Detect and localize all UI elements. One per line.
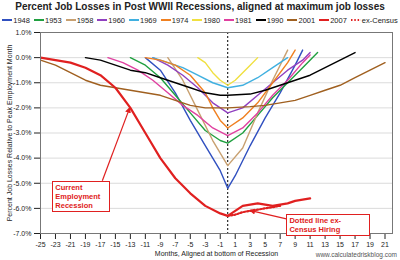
svg-text:-19: -19 <box>80 241 90 248</box>
svg-text:-23: -23 <box>50 241 60 248</box>
html-text:1974: 1974 <box>171 15 189 25</box>
html-text:1948: 1948 <box>13 15 30 25</box>
svg-text:-11: -11 <box>141 241 151 248</box>
svg-text:1: 1 <box>233 241 237 248</box>
svg-text:0.0%: 0.0% <box>16 54 32 61</box>
svg-text:-15: -15 <box>110 241 120 248</box>
svg-text:-1.0%: -1.0% <box>13 79 31 86</box>
svg-text:5: 5 <box>263 241 267 248</box>
svg-text:13: 13 <box>321 241 329 248</box>
html-text:Percent Job Losses in Post WWI: Percent Job Losses in Post WWII Recessio… <box>15 1 385 12</box>
html-text:1980: 1980 <box>203 15 221 25</box>
svg-text:-3.0%: -3.0% <box>13 129 31 136</box>
html-text:2001: 2001 <box>298 15 316 25</box>
svg-text:-25: -25 <box>35 241 45 248</box>
svg-text:11: 11 <box>306 241 313 248</box>
html-text:1953: 1953 <box>45 15 62 25</box>
svg-text:Percent Job Losses Relative to: Percent Job Losses Relative to Peak Empl… <box>6 45 14 222</box>
svg-text:-1: -1 <box>217 241 223 248</box>
svg-text:19: 19 <box>366 241 374 248</box>
html-text:2007: 2007 <box>330 15 347 25</box>
svg-text:-9: -9 <box>157 241 163 248</box>
svg-text:-21: -21 <box>65 241 75 248</box>
html-text:Current Employment Recession: Current Employment Recession <box>55 182 101 210</box>
svg-text:-3: -3 <box>202 241 208 248</box>
html-text:www.calculatedriskblog.com: www.calculatedriskblog.com <box>315 251 397 258</box>
html-text:1981: 1981 <box>235 15 252 25</box>
svg-text:-17: -17 <box>95 241 105 248</box>
html-text:1960: 1960 <box>108 15 125 25</box>
svg-text:7: 7 <box>278 241 282 248</box>
svg-text:3: 3 <box>248 241 252 248</box>
svg-text:-5: -5 <box>187 241 193 248</box>
svg-text:21: 21 <box>381 241 389 248</box>
html-text:1990: 1990 <box>266 15 284 25</box>
html-text:1969: 1969 <box>140 15 157 25</box>
svg-text:-7: -7 <box>172 241 178 248</box>
svg-text:-2.0%: -2.0% <box>13 104 31 111</box>
svg-text:-13: -13 <box>125 241 135 248</box>
html-text:Dotted line ex-Census Hiring: Dotted line ex-Census Hiring <box>289 215 342 234</box>
html-text:ex-Census: ex-Census <box>361 15 398 25</box>
svg-text:17: 17 <box>351 241 359 248</box>
svg-text:1.0%: 1.0% <box>16 29 32 36</box>
svg-text:-4.0%: -4.0% <box>13 154 31 161</box>
svg-text:9: 9 <box>293 241 297 248</box>
html-text:1958: 1958 <box>76 15 94 25</box>
svg-text:-5.0%: -5.0% <box>13 179 31 186</box>
svg-text:Months, Aligned at bottom of R: Months, Aligned at bottom of Recession <box>155 250 278 258</box>
svg-text:-6.0%: -6.0% <box>13 205 31 212</box>
svg-text:15: 15 <box>336 241 344 248</box>
svg-text:-7.0%: -7.0% <box>13 230 31 237</box>
